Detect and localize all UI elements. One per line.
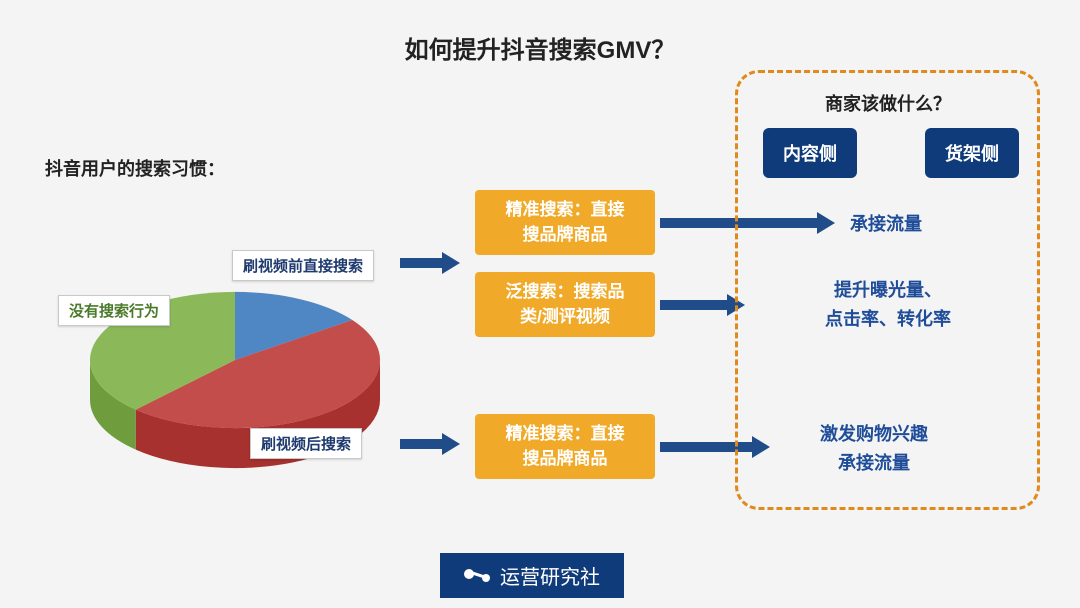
pie-label-after: 刷视频后搜索 (250, 428, 362, 459)
brand-logo: 运营研究社 (440, 553, 624, 598)
obox-precise-search-2: 精准搜索：直接 搜品牌商品 (475, 414, 655, 479)
result-accept-traffic: 承接流量 (850, 210, 922, 239)
result-line: 承接流量 (838, 453, 910, 473)
subtitle: 抖音用户的搜索习惯： (45, 155, 225, 181)
pie-chart (80, 245, 390, 505)
obox-line: 搜品牌商品 (523, 449, 608, 468)
result-line: 点击率、转化率 (825, 309, 951, 329)
arrow-before-to-search (400, 256, 460, 270)
result-exposure: 提升曝光量、 点击率、转化率 (825, 276, 951, 334)
pie-svg (80, 245, 390, 505)
obox-line: 搜品牌商品 (523, 225, 608, 244)
result-line: 提升曝光量、 (834, 280, 942, 300)
obox-broad-search: 泛搜索：搜索品 类/测评视频 (475, 272, 655, 337)
obox-line: 精准搜索：直接 (506, 424, 625, 443)
result-interest: 激发购物兴趣 承接流量 (820, 420, 928, 478)
tab-content-side[interactable]: 内容侧 (763, 128, 857, 178)
obox-line: 类/测评视频 (520, 307, 610, 326)
logo-icon (464, 567, 490, 585)
page-title: 如何提升抖音搜索GMV？ (0, 30, 1080, 65)
tab-shelf-side[interactable]: 货架侧 (925, 128, 1019, 178)
merchant-title: 商家该做什么？ (825, 90, 951, 116)
arrow-o2-to-merchant (660, 298, 745, 312)
result-line: 激发购物兴趣 (820, 424, 928, 444)
arrow-after-to-search (400, 437, 460, 451)
obox-line: 精准搜索：直接 (506, 200, 625, 219)
logo-text: 运营研究社 (500, 561, 600, 590)
pie-label-none: 没有搜索行为 (58, 295, 170, 326)
obox-line: 泛搜索：搜索品 (506, 282, 625, 301)
pie-label-before: 刷视频前直接搜索 (232, 250, 374, 281)
obox-precise-search-1: 精准搜索：直接 搜品牌商品 (475, 190, 655, 255)
